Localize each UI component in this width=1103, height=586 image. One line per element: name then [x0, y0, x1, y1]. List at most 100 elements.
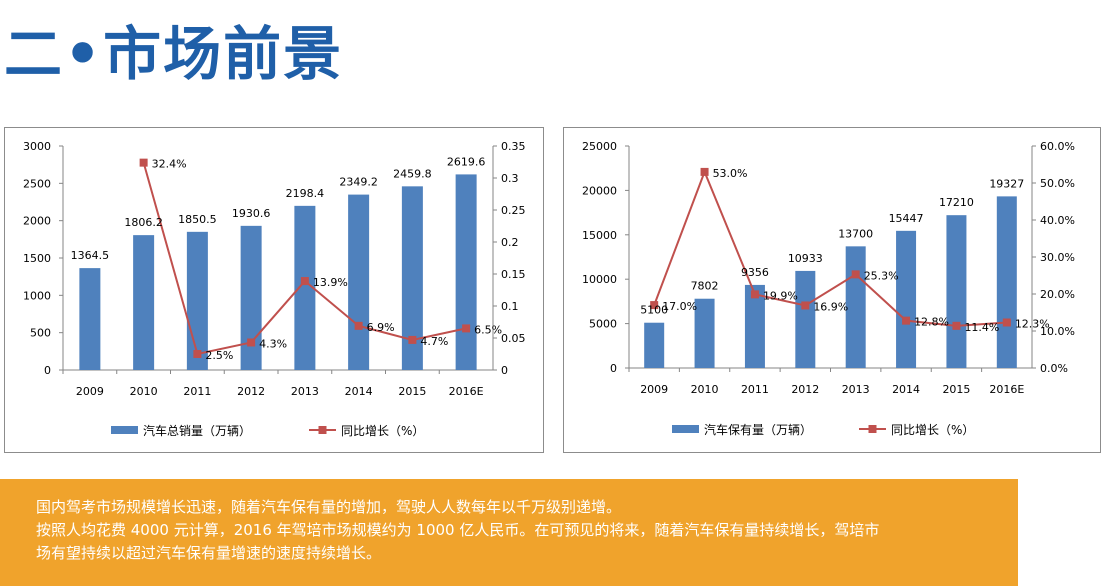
x-tick-label: 2010 [130, 385, 158, 398]
ownership-chart: 0 5000 10000 15000 20000 25000 0.0% 10.0% 20.0% 3… [582, 140, 1075, 437]
growth-point [354, 321, 363, 330]
bar [744, 284, 765, 368]
x-tick-label: 2014 [345, 385, 373, 398]
legend-bar-label: 汽车总销量（万辆） [143, 423, 251, 438]
left-tick-label: 0 [610, 362, 617, 375]
x-tick-label: 2011 [741, 383, 769, 396]
right-tick-label: 30.0% [1040, 251, 1075, 264]
left-tick-label: 25000 [582, 140, 617, 153]
growth-point [801, 301, 810, 310]
bar-data-label: 1930.6 [232, 207, 271, 220]
right-tick-label: 0.15 [501, 268, 526, 281]
right-tick-label: 0.05 [501, 332, 526, 345]
line-data-label: 6.5% [474, 323, 502, 336]
x-tick-label: 2009 [640, 383, 668, 396]
bar-data-label: 1364.5 [71, 249, 110, 262]
growth-point [700, 167, 709, 176]
left-tick-label: 3000 [23, 140, 51, 153]
x-tick-label: 2010 [691, 383, 719, 396]
legend-bar-label: 汽车保有量（万辆） [704, 422, 812, 437]
legend-line-label: 同比增长（%） [891, 423, 974, 437]
right-tick-label: 0.1 [501, 300, 519, 313]
growth-point [300, 277, 309, 286]
x-tick-label: 2016E [989, 383, 1024, 396]
bar-data-label: 13700 [838, 227, 873, 240]
growth-point [750, 290, 759, 299]
bar [240, 225, 262, 370]
summary-line-3: 场有望持续以超过汽车保有量增速的速度持续增长。 [36, 544, 382, 562]
x-tick-label: 2013 [842, 383, 870, 396]
line-data-label: 17.0% [662, 300, 697, 313]
line-data-label: 25.3% [864, 269, 899, 282]
x-tick-label: 2012 [237, 385, 265, 398]
growth-point [902, 316, 911, 325]
right-tick-label: 0.0% [1040, 362, 1068, 375]
sales-chart-panel: 0 500 1000 1500 2000 2500 3000 0 0.05 0.1 0.15 0.2 0… [4, 127, 544, 453]
summary-banner: 国内驾考市场规模增长迅速，随着汽车保有量的增加，驾驶人人数每年以千万级别递增。 … [0, 479, 1018, 586]
growth-point [193, 350, 202, 358]
bar-data-label: 5100 [640, 304, 668, 317]
right-tick-label: 20.0% [1040, 288, 1075, 301]
legend-line-marker [868, 425, 877, 433]
line-data-label: 32.4% [152, 158, 187, 171]
growth-line [653, 169, 1007, 327]
left-tick-label: 500 [30, 327, 51, 340]
line-data-label: 12.3% [1015, 317, 1050, 330]
growth-point [462, 324, 471, 333]
legend-line-label: 同比增长（%） [341, 424, 424, 438]
bar-data-label: 2619.6 [447, 155, 486, 168]
left-tick-label: 2000 [23, 215, 51, 228]
page-title: 二•市场前景 [4, 20, 344, 88]
right-tick-label: 0.2 [501, 236, 519, 249]
growth-point [247, 338, 256, 347]
right-tick-label: 60.0% [1040, 140, 1075, 153]
right-tick-label: 0.3 [501, 172, 519, 185]
left-tick-label: 20000 [582, 184, 617, 197]
x-tick-label: 2015 [942, 383, 970, 396]
line-data-label: 11.4% [964, 321, 999, 334]
bar [79, 268, 101, 370]
right-tick-label: 50.0% [1040, 177, 1075, 190]
growth-point [952, 321, 961, 330]
line-data-label: 2.5% [205, 349, 233, 362]
growth-point [139, 158, 148, 167]
left-tick-label: 2500 [23, 177, 51, 190]
x-tick-label: 2016E [449, 385, 484, 398]
bar-data-label: 17210 [939, 196, 974, 209]
x-tick-label: 2013 [291, 385, 319, 398]
x-tick-label: 2011 [183, 385, 211, 398]
right-tick-label: 0.35 [501, 140, 526, 153]
bar [845, 246, 866, 368]
line-data-label: 16.9% [813, 300, 848, 313]
bar-data-label: 2459.8 [393, 167, 432, 180]
sales-chart: 0 500 1000 1500 2000 2500 3000 0 0.05 0.1 0.15 0.2 0… [23, 140, 526, 438]
bar [694, 298, 715, 368]
line-data-label: 12.8% [914, 316, 949, 329]
legend-line-marker [318, 426, 327, 434]
left-tick-label: 15000 [582, 229, 617, 242]
x-tick-label: 2015 [398, 385, 426, 398]
x-tick-label: 2012 [791, 383, 819, 396]
bar-data-label: 1850.5 [178, 213, 217, 226]
left-tick-label: 5000 [589, 318, 617, 331]
growth-point [851, 270, 860, 279]
left-tick-label: 10000 [582, 273, 617, 286]
summary-line-2: 按照人均花费 4000 元计算，2016 年驾培市场规模约为 1000 亿人民币… [36, 521, 880, 539]
bar-data-label: 2349.2 [339, 176, 378, 189]
bar-data-label: 9356 [741, 266, 769, 279]
bar [644, 322, 665, 368]
bar [996, 196, 1017, 368]
bar-data-label: 10933 [788, 252, 823, 265]
left-tick-label: 1500 [23, 252, 51, 265]
growth-point [650, 301, 659, 310]
bar [946, 215, 967, 368]
summary-line-1: 国内驾考市场规模增长迅速，随着汽车保有量的增加，驾驶人人数每年以千万级别递增。 [36, 498, 622, 516]
bar-data-label: 7802 [691, 280, 719, 293]
line-data-label: 6.9% [367, 321, 395, 334]
line-data-label: 4.7% [420, 335, 448, 348]
left-tick-label: 0 [44, 364, 51, 377]
bar [348, 194, 370, 370]
bar [401, 186, 423, 370]
bar [294, 205, 316, 370]
growth-point [1002, 318, 1011, 327]
